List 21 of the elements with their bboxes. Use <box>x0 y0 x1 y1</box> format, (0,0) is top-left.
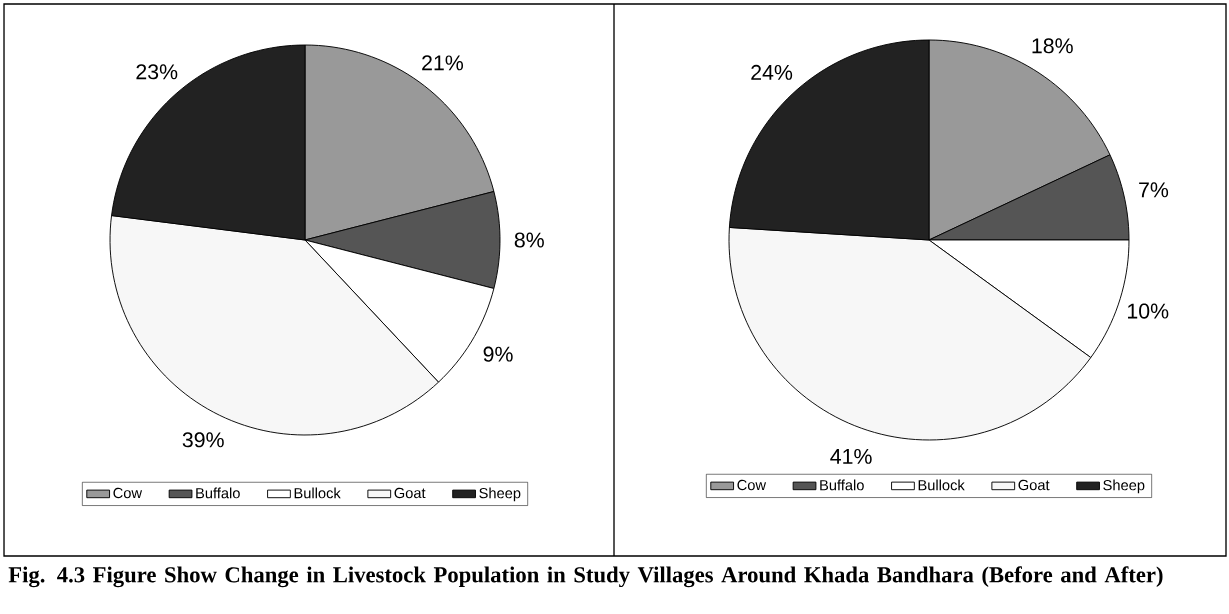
data-label: 8% <box>514 232 544 248</box>
legend-label: Cow <box>113 487 143 499</box>
legend-label: Cow <box>737 479 767 491</box>
caption: Fig. 4.3 Figure Show Change in Livestock Population in Study Villages Around Khada Bandhara (Before and After) <box>8 566 1163 588</box>
data-label: 23% <box>136 64 178 80</box>
legend-label: Bullock <box>918 479 965 491</box>
data-label: 41% <box>830 448 872 464</box>
legend-label: Goat <box>1018 479 1050 491</box>
data-label: 9% <box>483 346 513 362</box>
legend-label: Buffalo <box>196 487 240 499</box>
legend-label: Bullock <box>294 487 341 499</box>
legend-label: Goat <box>394 487 426 499</box>
data-label: 39% <box>182 432 224 448</box>
legend-label: Sheep <box>479 487 521 502</box>
data-label: 18% <box>1032 38 1073 54</box>
legend-label: Sheep <box>1103 479 1145 494</box>
data-label: 10% <box>1128 303 1169 319</box>
data-label: 7% <box>1139 182 1169 198</box>
legend-label: Buffalo <box>820 479 864 491</box>
data-label: 21% <box>422 55 464 71</box>
data-label: 24% <box>751 64 793 80</box>
